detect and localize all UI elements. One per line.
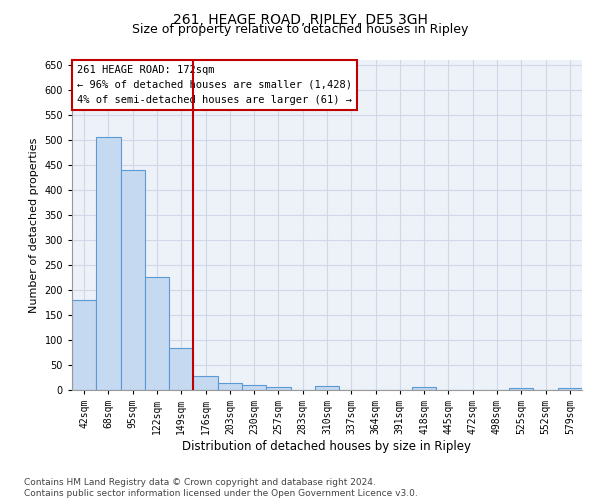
Bar xyxy=(509,388,533,390)
Bar xyxy=(242,385,266,390)
Bar xyxy=(266,386,290,390)
Y-axis label: Number of detached properties: Number of detached properties xyxy=(29,138,39,312)
Text: 261, HEAGE ROAD, RIPLEY, DE5 3GH: 261, HEAGE ROAD, RIPLEY, DE5 3GH xyxy=(173,12,427,26)
Bar xyxy=(169,348,193,390)
Bar xyxy=(145,277,169,390)
Bar xyxy=(218,382,242,390)
Bar xyxy=(121,170,145,390)
Bar xyxy=(558,388,582,390)
X-axis label: Distribution of detached houses by size in Ripley: Distribution of detached houses by size … xyxy=(182,440,472,453)
Bar xyxy=(193,376,218,390)
Bar xyxy=(72,300,96,390)
Bar xyxy=(315,386,339,390)
Bar xyxy=(96,136,121,390)
Text: 261 HEAGE ROAD: 172sqm
← 96% of detached houses are smaller (1,428)
4% of semi-d: 261 HEAGE ROAD: 172sqm ← 96% of detached… xyxy=(77,65,352,104)
Bar xyxy=(412,386,436,390)
Text: Size of property relative to detached houses in Ripley: Size of property relative to detached ho… xyxy=(132,22,468,36)
Text: Contains HM Land Registry data © Crown copyright and database right 2024.
Contai: Contains HM Land Registry data © Crown c… xyxy=(24,478,418,498)
